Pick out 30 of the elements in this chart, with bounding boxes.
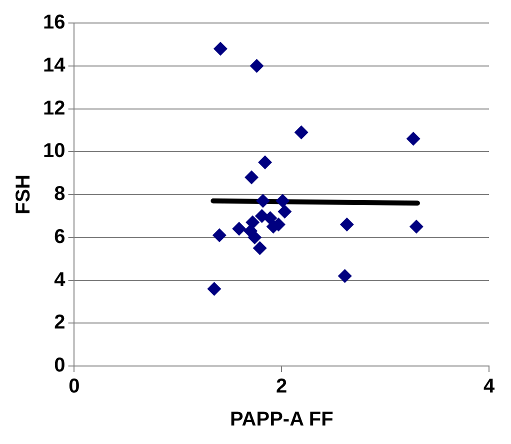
point bbox=[213, 42, 228, 56]
x-axis-title: PAPP-A FF bbox=[230, 408, 334, 431]
point bbox=[340, 218, 354, 232]
point bbox=[256, 194, 270, 208]
y-tick-label: 0 bbox=[54, 354, 66, 377]
point bbox=[252, 241, 267, 256]
point bbox=[278, 204, 292, 219]
y-axis-title: FSH bbox=[12, 174, 35, 214]
y-tick-label: 6 bbox=[54, 226, 66, 248]
point bbox=[207, 282, 222, 296]
y-tick-label: 12 bbox=[42, 97, 66, 120]
x-tick-label: 4 bbox=[483, 376, 496, 398]
y-tick-label: 16 bbox=[42, 12, 66, 34]
y-tick-label: 4 bbox=[54, 268, 66, 291]
point bbox=[244, 170, 259, 184]
y-tick-label: 14 bbox=[42, 54, 66, 76]
y-tick-label: 8 bbox=[54, 183, 66, 206]
point bbox=[258, 155, 272, 170]
point bbox=[232, 222, 246, 236]
point bbox=[338, 268, 352, 283]
point bbox=[406, 132, 420, 146]
point bbox=[276, 194, 290, 208]
point bbox=[409, 220, 424, 234]
point bbox=[212, 228, 226, 242]
point bbox=[248, 230, 262, 244]
point bbox=[294, 125, 308, 140]
y-tick-label: 2 bbox=[54, 312, 66, 334]
y-tick-label: 10 bbox=[42, 140, 66, 162]
point bbox=[250, 58, 264, 73]
x-tick-label: 2 bbox=[276, 376, 288, 398]
